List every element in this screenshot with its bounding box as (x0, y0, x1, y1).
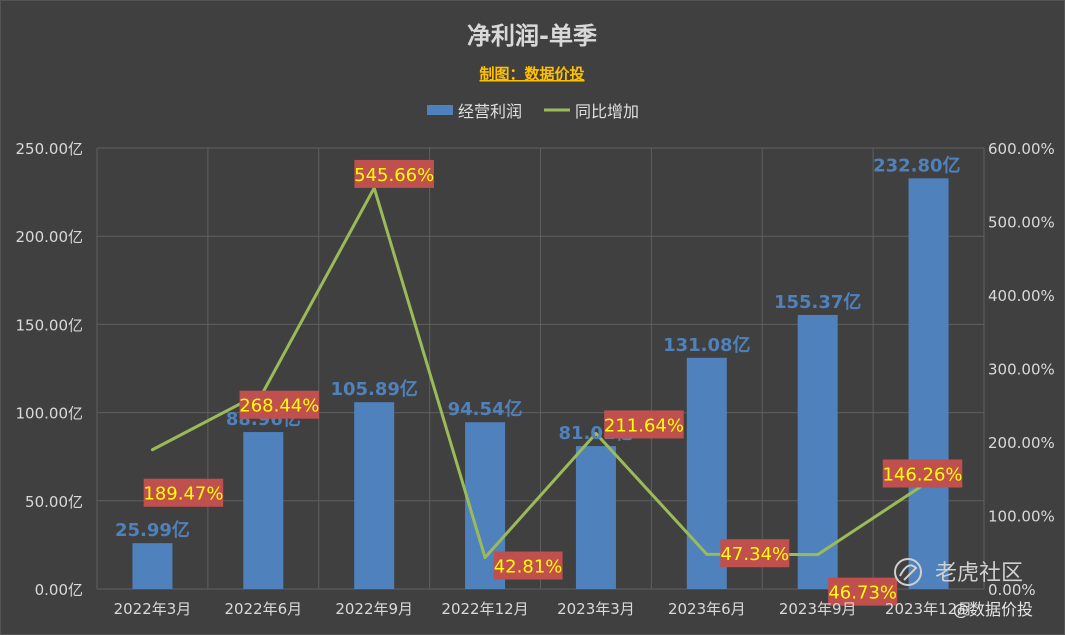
yoy-value-label: 146.26% (882, 464, 962, 485)
bar-value-label: 155.37亿 (774, 291, 861, 313)
x-axis-tick-label: 2023年6月 (668, 600, 746, 618)
legend-item-line: 同比增加 (575, 102, 639, 121)
y2-axis-tick-label: 400.00% (988, 287, 1055, 305)
chart-title: 净利润-单季 (467, 22, 597, 50)
y2-axis-tick-label: 500.00% (988, 214, 1055, 232)
y2-axis-tick-label: 100.00% (988, 508, 1055, 526)
axes: 0.00亿 50.00亿 100.00亿 150.00亿 200.00亿 250.00亿 0… (16, 140, 1055, 618)
yoy-point (483, 556, 487, 560)
bar-value-label: 94.54亿 (448, 398, 523, 420)
yoy-point (594, 431, 598, 435)
bar (797, 314, 838, 589)
x-axis-tick-label: 2023年12月 (885, 600, 972, 618)
yoy-value-label: 545.66% (354, 165, 434, 186)
y-axis-tick-label: 150.00亿 (16, 316, 84, 334)
y-axis-tick-label: 50.00亿 (25, 493, 83, 511)
yoy-label-box (493, 551, 563, 580)
legend: 经营利润 同比增加 (427, 102, 639, 121)
yoy-value-label: 46.73% (828, 583, 897, 604)
y2-axis-tick-label: 300.00% (988, 361, 1055, 379)
bar-value-label: 105.89亿 (330, 378, 417, 400)
bar (354, 402, 395, 589)
x-axis-tick-label: 2022年6月 (224, 600, 302, 618)
y2-axis-tick-label: 0.00% (988, 581, 1036, 599)
bar-value-label: 25.99亿 (115, 519, 190, 541)
yoy-value-label: 47.34% (720, 544, 789, 565)
yoy-label-box (828, 577, 898, 606)
y-axis-tick-label: 100.00亿 (16, 405, 84, 423)
y-axis-tick-label: 200.00亿 (16, 228, 84, 246)
yoy-label-box (882, 459, 963, 488)
yoy-value-label: 189.47% (143, 484, 223, 505)
yoy-point (816, 553, 820, 557)
yoy-label-box (720, 539, 790, 568)
bar (686, 357, 727, 589)
x-axis-tick-label: 2022年12月 (441, 600, 528, 618)
y-axis-tick-label: 0.00亿 (35, 581, 83, 599)
y-axis-tick-label: 250.00亿 (16, 140, 84, 158)
x-axis-tick-label: 2022年9月 (335, 600, 413, 618)
yoy-label-box (143, 478, 224, 507)
yoy-line-path (151, 186, 930, 560)
yoy-label-box (239, 390, 320, 419)
legend-bar-swatch (427, 105, 453, 115)
watermark-brand: 老虎社区 (935, 561, 1023, 586)
bar (243, 432, 284, 589)
bar-value-label: 232.80亿 (873, 154, 960, 176)
watermark: 老虎社区 @数据价投 (894, 558, 1033, 619)
bar (575, 446, 616, 589)
watermark-handle: @数据价投 (953, 600, 1033, 619)
bar (908, 178, 949, 589)
y2-axis-tick-label: 200.00% (988, 434, 1055, 452)
legend-item-bar: 经营利润 (458, 102, 522, 121)
yoy-point (705, 552, 709, 556)
x-axis-tick-label: 2023年9月 (779, 600, 857, 618)
x-axis-tick-label: 2022年3月 (114, 600, 192, 618)
yoy-value-label: 42.81% (494, 557, 563, 578)
x-axis-tick-label: 2023年3月 (557, 600, 635, 618)
bar-value-label: 131.08亿 (663, 334, 750, 356)
tiger-logo-icon (894, 558, 922, 586)
chart-subtitle: 制图：数据价投 (479, 65, 584, 83)
yoy-value-label: 268.44% (239, 396, 319, 417)
bar (132, 543, 173, 589)
bars (132, 178, 949, 589)
y2-axis-tick-label: 600.00% (988, 140, 1055, 158)
yoy-value-label: 211.64% (604, 415, 684, 436)
yoy-label-box (354, 159, 434, 188)
data-labels: 25.99亿88.96亿105.89亿94.54亿81.01亿131.08亿15… (115, 154, 963, 606)
yoy-label-box (604, 410, 684, 439)
yoy-point (150, 448, 154, 452)
